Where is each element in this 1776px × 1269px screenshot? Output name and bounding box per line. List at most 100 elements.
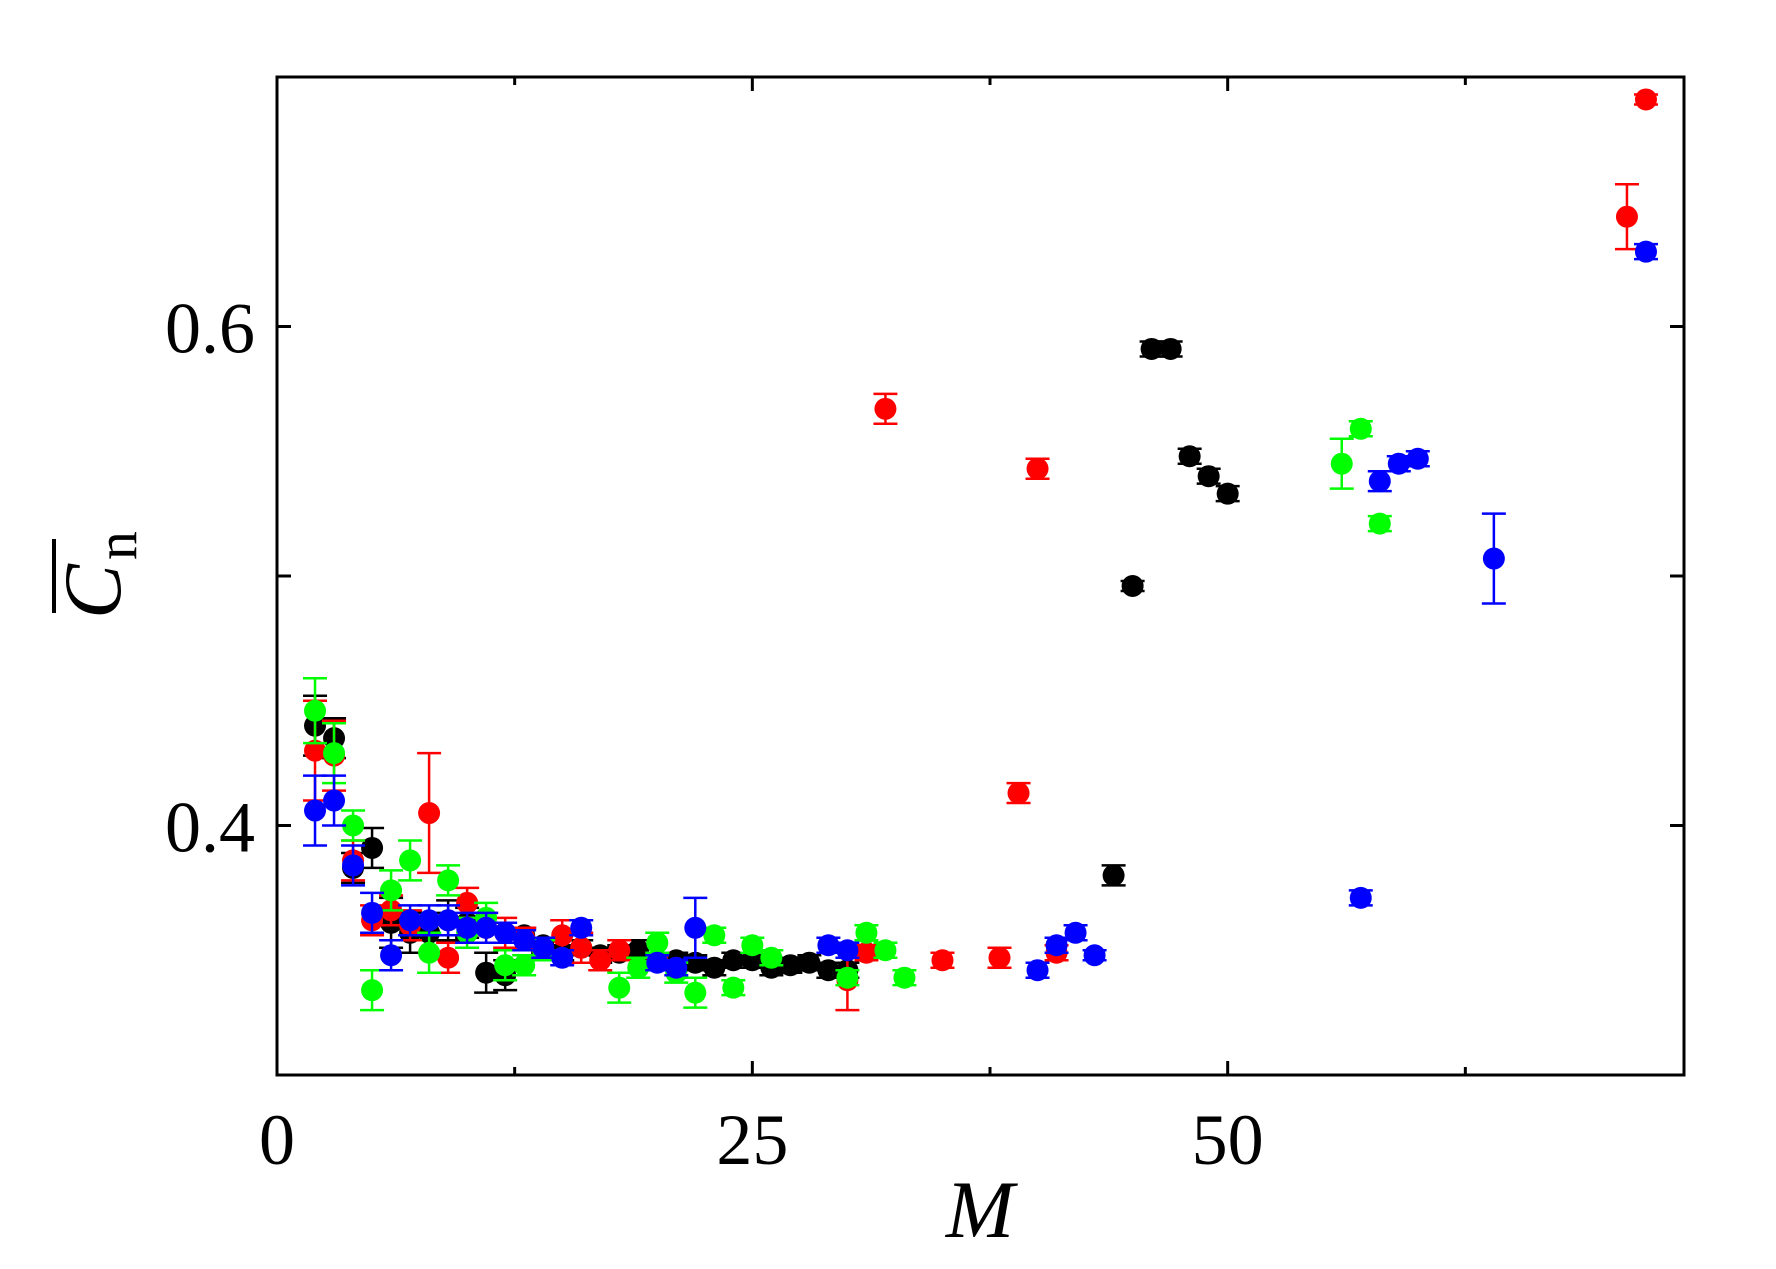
data-point	[304, 799, 327, 822]
data-point	[1406, 447, 1429, 470]
data-point	[418, 802, 441, 825]
data-point	[532, 936, 555, 959]
data-point	[1216, 482, 1239, 505]
data-point	[1349, 417, 1372, 440]
data-point	[1634, 88, 1657, 111]
data-point	[684, 981, 707, 1004]
series-3	[303, 240, 1658, 982]
x-tick-label: 50	[1192, 1100, 1264, 1180]
series-2	[303, 417, 1392, 1012]
y-tick-label: 0.6	[165, 289, 255, 369]
data-point	[874, 397, 897, 420]
data-point	[513, 954, 536, 977]
data-point	[437, 869, 460, 892]
data-point	[893, 966, 916, 989]
data-point	[589, 949, 612, 972]
data-point	[1178, 445, 1201, 468]
data-point	[456, 891, 479, 914]
data-point	[342, 854, 365, 877]
data-point	[342, 814, 365, 837]
data-point	[1140, 337, 1163, 360]
data-point	[836, 939, 859, 962]
series-1	[303, 88, 1658, 1012]
y-axis-title-main: C	[47, 563, 138, 619]
data-point	[874, 939, 897, 962]
svg-text:Cn: Cn	[47, 531, 149, 619]
data-point	[494, 921, 517, 944]
data-point	[1349, 886, 1372, 909]
data-point	[418, 909, 441, 932]
data-point	[798, 951, 821, 974]
data-point	[931, 949, 954, 972]
data-point	[646, 951, 669, 974]
data-point	[1368, 512, 1391, 535]
data-point	[817, 959, 840, 982]
data-point	[1083, 944, 1106, 967]
data-point	[418, 941, 441, 964]
data-point	[627, 956, 650, 979]
data-point	[855, 921, 878, 944]
data-point	[399, 909, 422, 932]
data-point	[741, 934, 764, 957]
data-point	[361, 901, 384, 924]
data-point	[570, 916, 593, 939]
data-point	[608, 976, 631, 999]
data-point	[703, 924, 726, 947]
data-point	[665, 956, 688, 979]
data-point	[722, 976, 745, 999]
data-point	[1159, 337, 1182, 360]
data-point	[399, 849, 422, 872]
x-tick-label: 0	[259, 1100, 295, 1180]
data-point	[361, 836, 384, 859]
x-tick-label: 25	[716, 1100, 788, 1180]
y-axis-title: Cn	[47, 531, 149, 619]
data-point	[1026, 457, 1049, 480]
data-point	[1634, 240, 1657, 263]
data-point	[361, 979, 384, 1002]
data-point	[1007, 782, 1030, 805]
data-point	[1482, 547, 1505, 570]
data-point	[304, 699, 327, 722]
data-point	[1102, 864, 1125, 887]
data-point	[551, 924, 574, 947]
data-point	[684, 916, 707, 939]
data-point	[760, 946, 783, 969]
data-point	[608, 939, 631, 962]
data-point	[456, 916, 479, 939]
ticks-layer: 0 25 50 0.4 0.6	[165, 77, 1684, 1180]
data-point	[380, 944, 403, 967]
data-point	[817, 934, 840, 957]
data-point	[437, 946, 460, 969]
data-point	[551, 946, 574, 969]
data-point	[1615, 205, 1638, 228]
data-point	[627, 939, 650, 962]
data-point	[475, 916, 498, 939]
y-tick-label: 0.4	[165, 788, 255, 868]
data-point	[855, 941, 878, 964]
data-point	[323, 742, 346, 765]
data-point	[1197, 465, 1220, 488]
data-point	[1064, 921, 1087, 944]
data-point	[1121, 574, 1144, 597]
data-point	[437, 909, 460, 932]
data-point	[323, 789, 346, 812]
data-point	[722, 949, 745, 972]
data-point	[646, 931, 669, 954]
data-point	[836, 966, 859, 989]
data-point	[1330, 452, 1353, 475]
x-axis-title: M	[945, 1164, 1019, 1255]
data-point	[988, 946, 1011, 969]
data-point	[779, 954, 802, 977]
y-axis-title-subscript: n	[84, 531, 149, 560]
data-point	[1045, 934, 1068, 957]
data-point	[304, 739, 327, 762]
data-point	[513, 929, 536, 952]
data-point	[475, 961, 498, 984]
data-point	[1368, 470, 1391, 493]
data-point	[494, 954, 517, 977]
data-point	[570, 936, 593, 959]
data-point	[703, 956, 726, 979]
data-point	[380, 879, 403, 902]
